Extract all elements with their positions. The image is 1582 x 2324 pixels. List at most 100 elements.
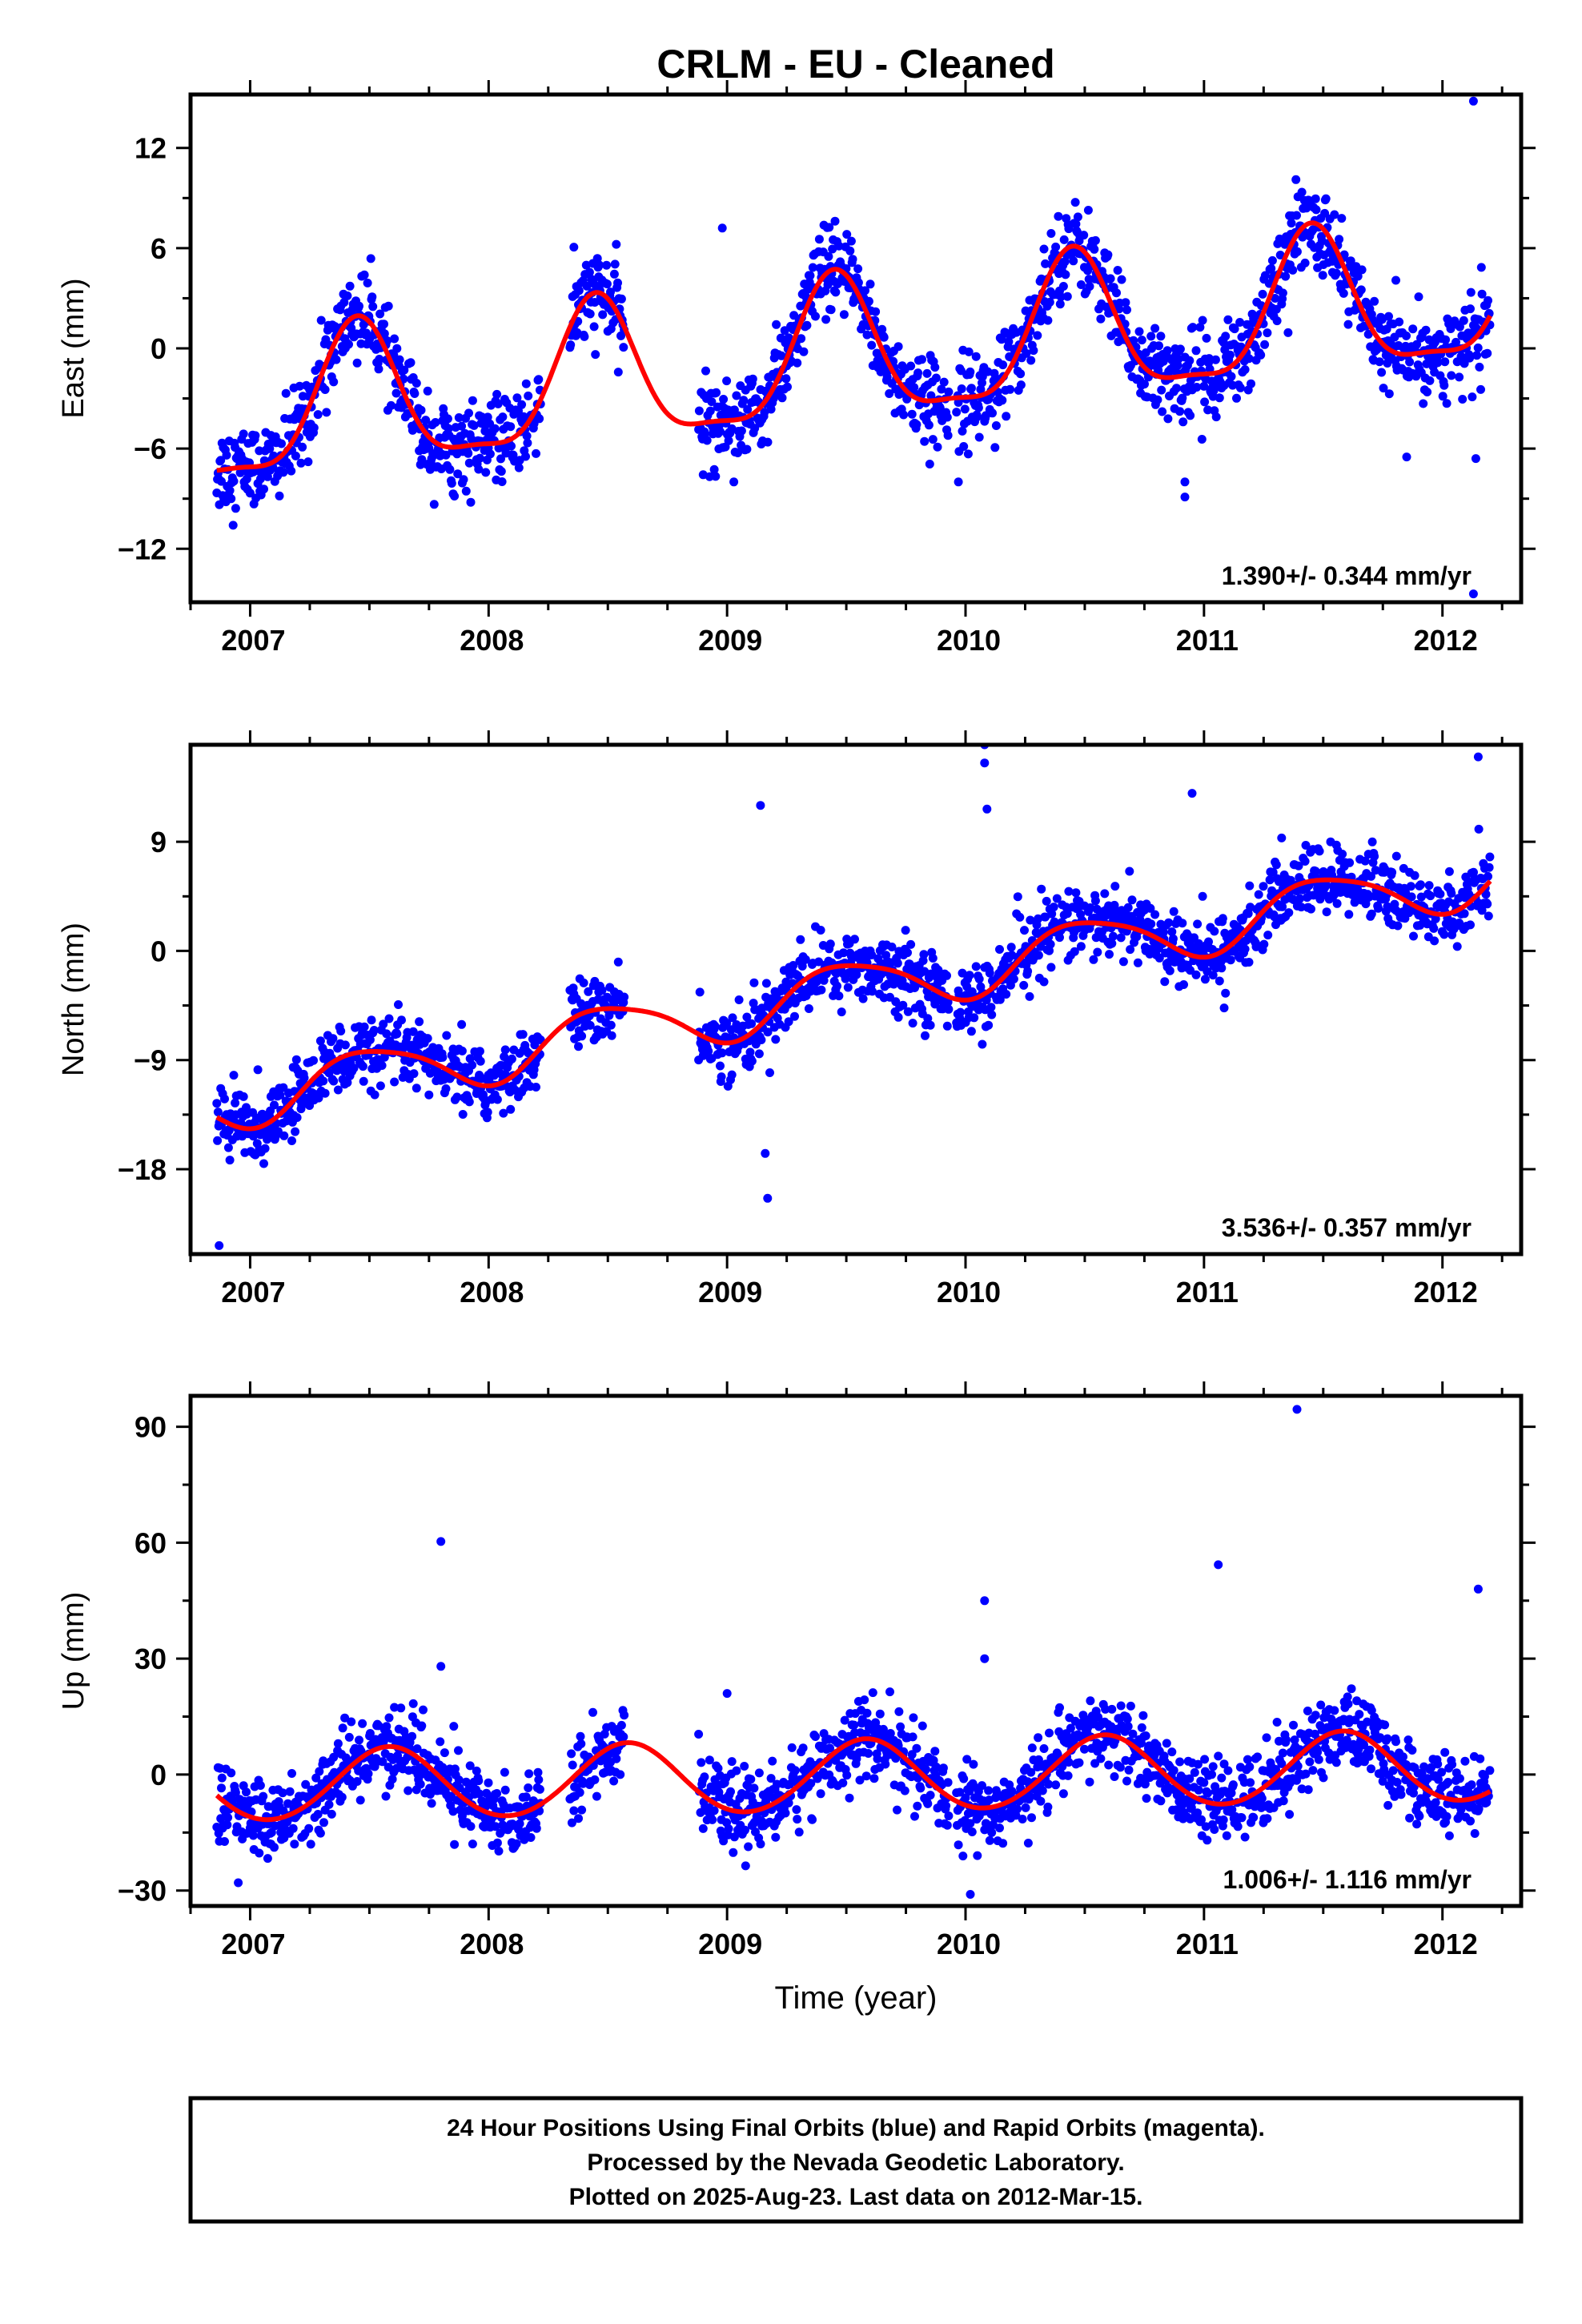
data-point (1469, 867, 1478, 877)
data-point (694, 406, 704, 416)
data-point (1019, 980, 1029, 990)
data-point (871, 307, 881, 316)
data-point (729, 1848, 738, 1857)
data-point (1113, 266, 1122, 275)
data-point (814, 957, 824, 967)
data-point (517, 400, 527, 409)
data-point (255, 1848, 264, 1858)
data-point (885, 389, 894, 398)
data-point (416, 1779, 425, 1789)
data-point (524, 1783, 533, 1792)
data-point (1134, 327, 1144, 336)
data-point (588, 1707, 597, 1717)
outlier-point (978, 1039, 987, 1049)
data-point (1023, 1839, 1033, 1848)
data-point (267, 1827, 276, 1837)
data-point (270, 1100, 279, 1110)
data-point (454, 413, 464, 422)
data-point (1465, 353, 1475, 363)
data-point (1080, 1744, 1089, 1754)
data-point (1121, 298, 1130, 308)
data-point (737, 426, 746, 436)
data-point (1199, 381, 1209, 391)
data-point (1484, 862, 1494, 872)
plot-frame (188, 742, 1524, 1256)
data-point (1186, 1803, 1196, 1812)
data-point (1402, 331, 1411, 340)
data-point (343, 1078, 352, 1088)
data-point (1300, 857, 1310, 866)
data-point (468, 1839, 477, 1849)
data-point (438, 1052, 448, 1062)
data-point (930, 1747, 940, 1756)
data-point (987, 1827, 997, 1837)
data-point (1337, 214, 1347, 223)
outlier-point (1402, 452, 1411, 462)
data-point (1138, 1711, 1148, 1720)
data-point (1278, 1748, 1287, 1758)
data-point (1146, 919, 1156, 929)
data-point (727, 1070, 737, 1080)
data-point (1178, 919, 1187, 928)
data-point (259, 1791, 268, 1801)
data-point (1217, 963, 1227, 973)
data-point (476, 1056, 485, 1066)
data-point (1059, 235, 1069, 244)
data-point (985, 1835, 994, 1845)
data-point (382, 1722, 391, 1731)
data-point (1070, 947, 1079, 956)
data-point (1162, 346, 1172, 356)
data-point (1406, 882, 1415, 891)
data-point (584, 987, 593, 996)
data-point (1272, 316, 1282, 326)
data-point (450, 492, 460, 501)
data-point (903, 1007, 913, 1016)
data-point (705, 1755, 714, 1765)
data-point (507, 1054, 516, 1063)
data-point (1278, 902, 1287, 911)
data-point (811, 312, 820, 321)
data-point (1339, 250, 1349, 259)
data-point (1279, 1796, 1288, 1806)
data-point (1247, 379, 1255, 388)
data-point (327, 1809, 336, 1819)
data-point (1300, 258, 1310, 267)
data-point (1230, 324, 1239, 334)
data-point (928, 954, 938, 963)
data-point (606, 287, 615, 297)
data-point (303, 457, 313, 467)
data-point (943, 1778, 953, 1787)
data-point (943, 997, 953, 1007)
data-point (726, 1787, 735, 1796)
data-point (1311, 205, 1321, 215)
data-point (824, 251, 833, 261)
data-point (1215, 976, 1224, 986)
data-point (384, 1014, 394, 1023)
data-point (320, 1088, 330, 1098)
data-point (1055, 1703, 1064, 1712)
data-point (843, 983, 853, 992)
x-tick-label: 2011 (1176, 624, 1239, 657)
data-point (1281, 271, 1291, 281)
data-point (842, 1771, 852, 1780)
data-point (1026, 1791, 1035, 1801)
data-point (777, 351, 786, 360)
data-point (441, 450, 451, 460)
data-point (878, 1724, 888, 1734)
data-point (1228, 1780, 1238, 1790)
data-point (944, 387, 954, 396)
data-point (804, 1004, 813, 1013)
data-point (406, 358, 416, 368)
data-point (1211, 412, 1221, 422)
data-point (1191, 346, 1201, 356)
data-point (864, 296, 873, 306)
data-point (245, 489, 255, 498)
plot-frame (188, 92, 1524, 605)
data-point (609, 1776, 619, 1786)
data-point (974, 403, 983, 412)
data-point (1483, 348, 1492, 358)
data-point (1194, 1785, 1203, 1795)
data-point (760, 408, 769, 417)
data-point (1186, 411, 1195, 420)
